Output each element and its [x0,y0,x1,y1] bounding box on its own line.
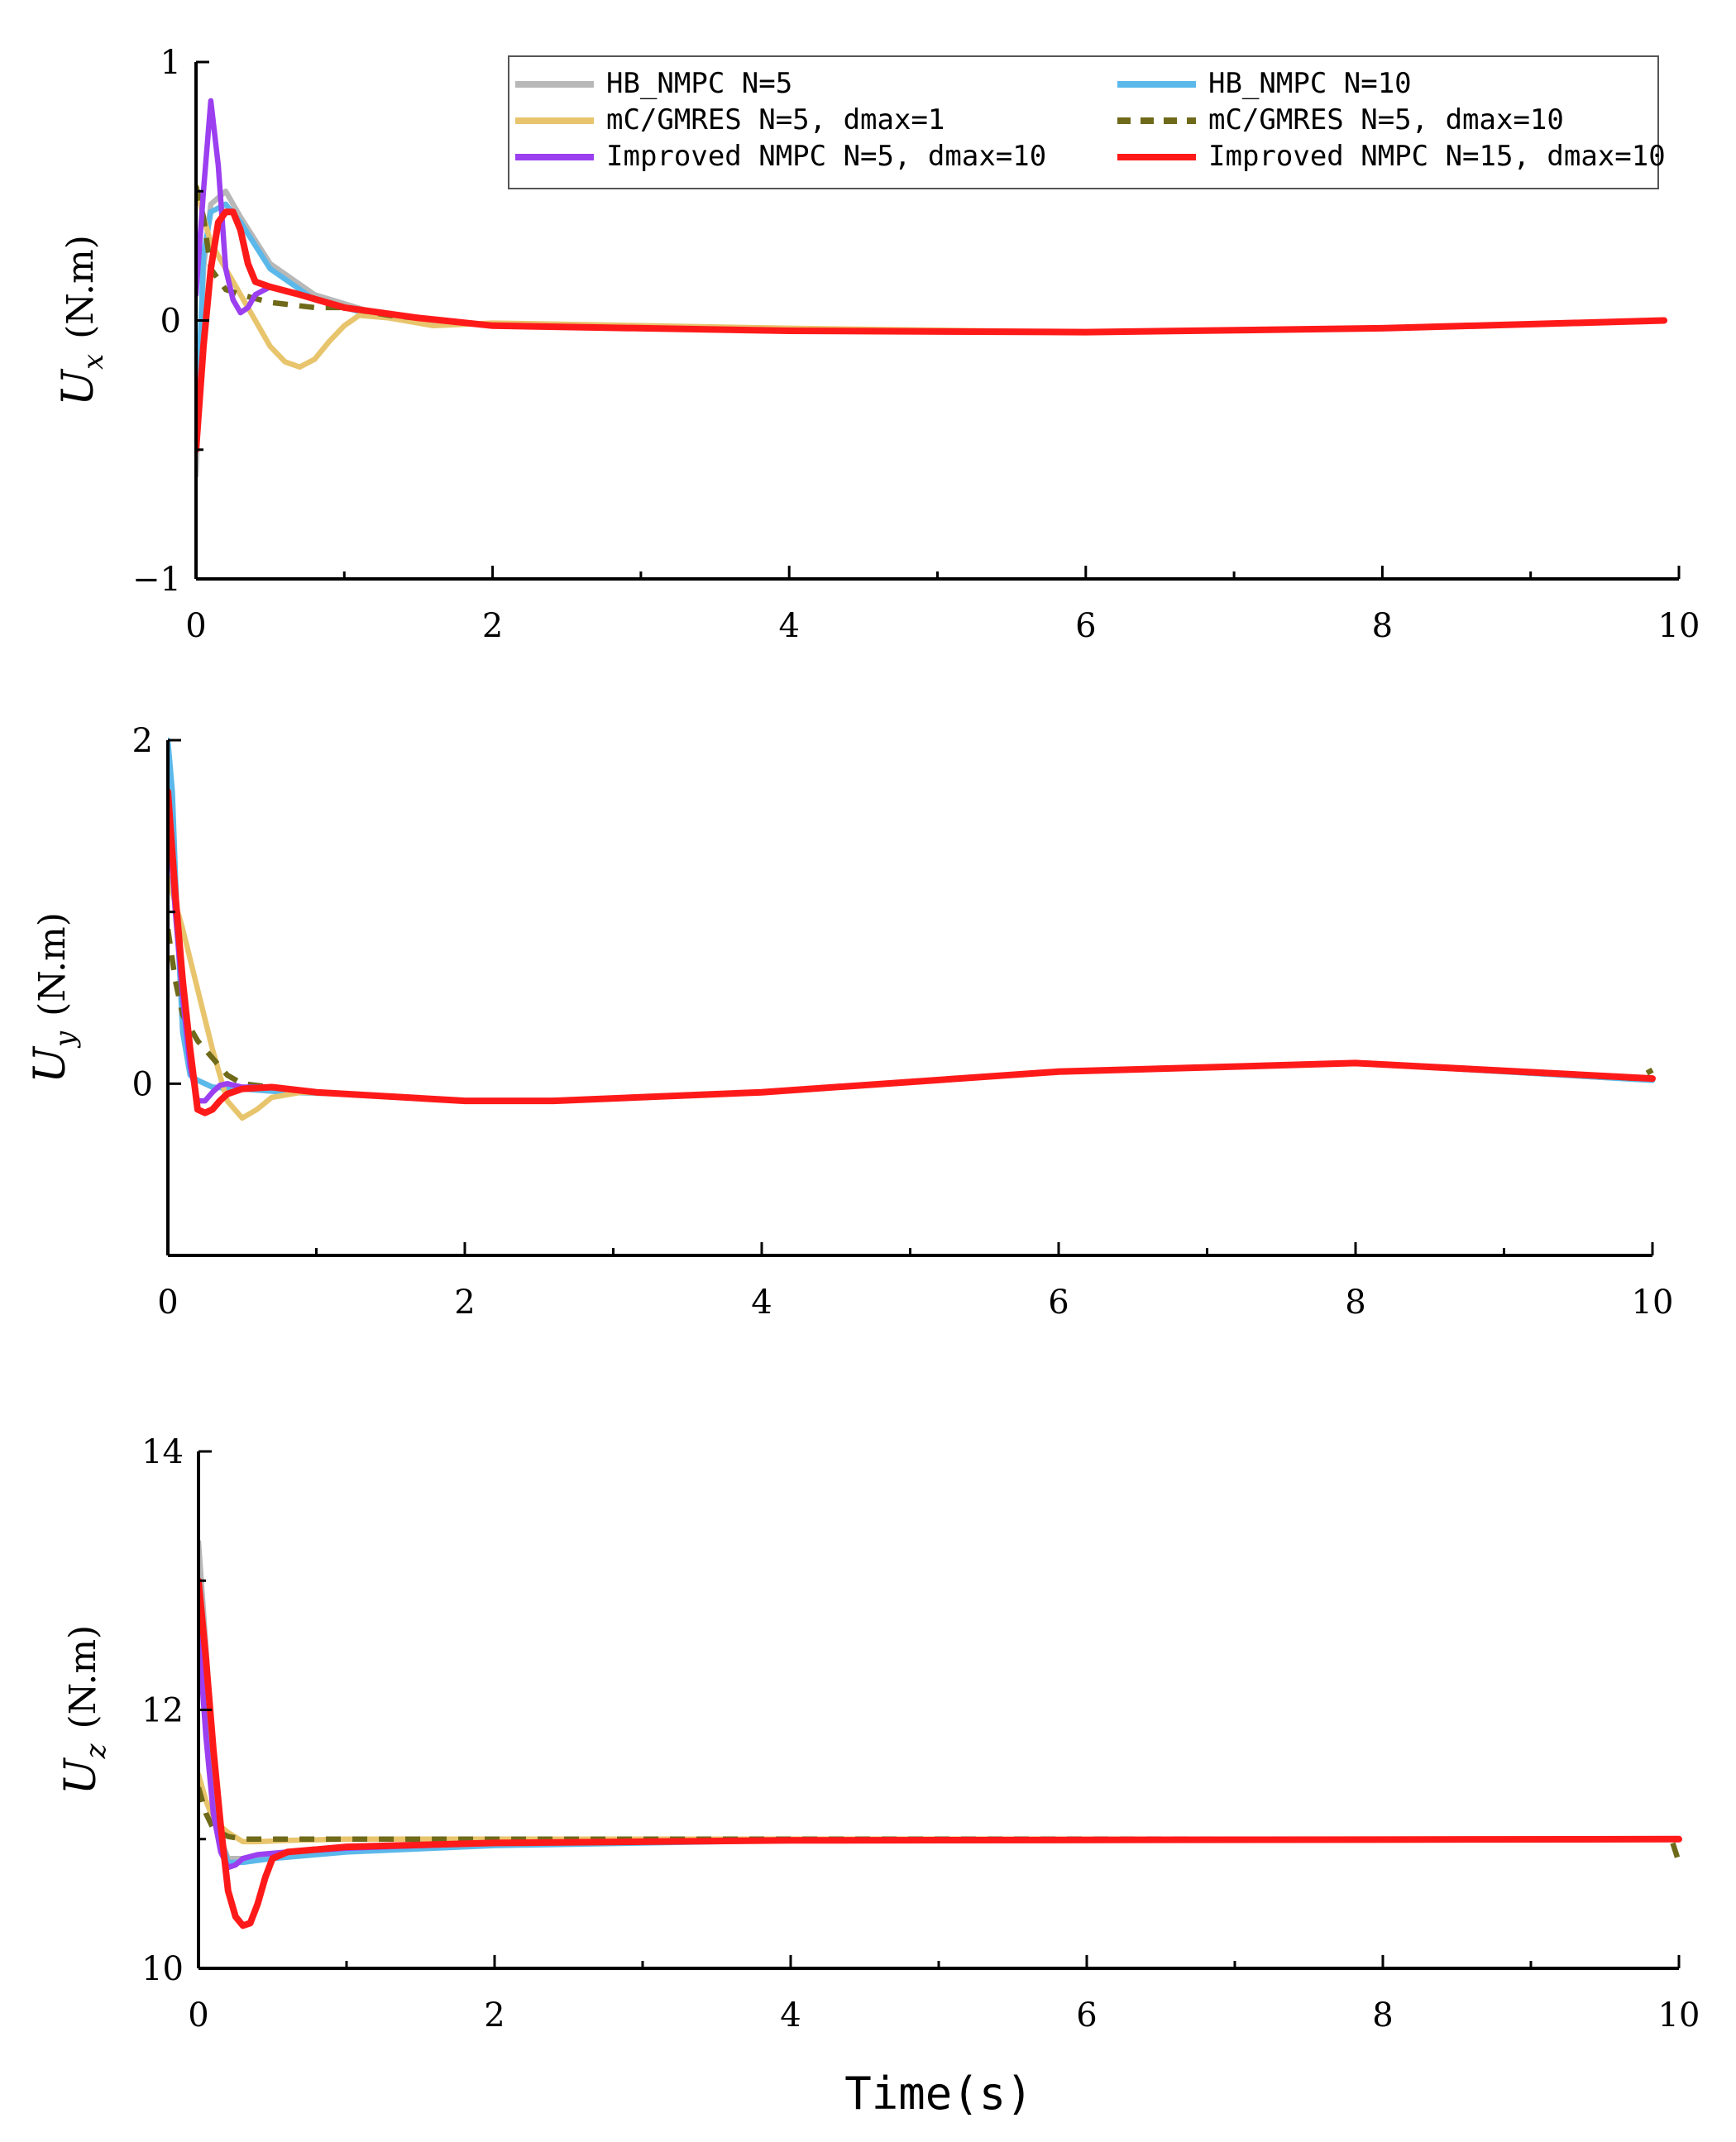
y-tick-label: 0 [160,303,181,341]
series-line-improved-nmpc-n-5-dmax-10 [198,1629,1682,1871]
y-tick-label: 10 [141,1950,184,1988]
x-tick-label: 10 [1658,1996,1700,2034]
x-tick-label: 8 [1345,1284,1365,1322]
x-tick-label: 2 [454,1284,475,1322]
series-line-hb-nmpc-n-5 [198,1539,1682,1862]
y-tick-label: 14 [141,1433,184,1471]
y-axis-label-subscript: z [79,1743,112,1759]
panel-3: 0 2 4 6 8 10 10 12 14 Uz (N.m) Time(s) [56,1433,1700,2120]
series-line-mc-gmres-n-5-dmax-1 [198,1771,1682,1845]
y-axis-label-subscript: y [49,1030,82,1049]
series-line-mc-gmres-n-5-dmax-1 [196,183,1667,371]
y-axis-label-unit: (N.m) [62,1625,104,1729]
x-tick-label: 4 [751,1284,772,1322]
series-line-improved-nmpc-n-15-dmax-10 [168,788,1656,1116]
y-axis-label: Ux (N.m) [54,235,110,406]
y-tick-label: 0 [132,1065,153,1103]
y-tick-label: −1 [132,561,181,599]
y-axis-label-symbol: U [56,1757,106,1795]
x-tick-label: 10 [1632,1284,1674,1322]
series-group [168,737,1656,1121]
panel-2: 0 2 4 6 8 10 0 2 Uy (N.m) [26,722,1673,1322]
x-axis-label: Time(s) [844,2068,1033,2120]
series-line-improved-nmpc-n-5-dmax-10 [168,806,1656,1104]
series-group [196,98,1668,479]
x-tick-label: 4 [778,607,799,645]
series-line-mc-gmres-n-5-dmax-10 [198,1786,1682,1863]
y-axis-label-unit: (N.m) [60,235,102,339]
x-tick-label: 6 [1048,1284,1069,1322]
x-tick-label: 2 [482,607,503,645]
legend-entry: HB_NMPC N=10 [1208,67,1412,100]
legend-entry: mC/GMRES N=5, dmax=10 [1208,103,1564,136]
series-line-mc-gmres-n-5-dmax-10 [196,185,1665,335]
y-axis-label-unit: (N.m) [31,912,74,1016]
legend: HB_NMPC N=5mC/GMRES N=5, dmax=1 Improved … [508,55,1666,189]
legend-box [508,55,1659,189]
series-line-hb-nmpc-n-10 [198,1604,1682,1866]
series-line-improved-nmpc-n-15-dmax-10 [198,1577,1682,1929]
y-axis-label-subscript: x [77,354,110,370]
x-tick-label: 0 [157,1284,178,1322]
y-axis-label: Uz (N.m) [56,1625,112,1795]
series-line-mc-gmres-n-5-dmax-10 [168,928,1654,1104]
x-tick-label: 4 [780,1996,801,2034]
series-line-hb-nmpc-n-10 [168,737,1656,1104]
x-tick-label: 8 [1372,1996,1393,2034]
x-tick-label: 6 [1075,607,1096,645]
x-tick-label: 6 [1076,1996,1097,2034]
x-tick-label: 8 [1372,607,1393,645]
y-axis-label-symbol: U [26,1045,75,1083]
legend-entry: Improved NMPC N=15, dmax=10 [1208,140,1666,173]
legend-entry: Improved NMPC N=5, dmax=10 [606,140,1046,173]
y-tick-label: 12 [141,1692,184,1730]
series-group [198,1539,1682,1929]
x-tick-label: 0 [188,1996,208,2034]
series-line-hb-nmpc-n-5 [168,754,1656,1104]
y-tick-label: 2 [132,722,153,760]
legend-entry: HB_NMPC N=5 [606,67,792,100]
series-line-improved-nmpc-n-15-dmax-10 [196,208,1668,453]
x-tick-label: 2 [484,1996,505,2034]
y-tick-label: 1 [160,44,181,82]
x-tick-label: 10 [1658,607,1700,645]
y-axis-label: Uy (N.m) [26,912,82,1083]
y-axis-label-symbol: U [54,368,103,406]
legend-entry: mC/GMRES N=5, dmax=1 [606,103,945,136]
x-tick-label: 0 [185,607,206,645]
